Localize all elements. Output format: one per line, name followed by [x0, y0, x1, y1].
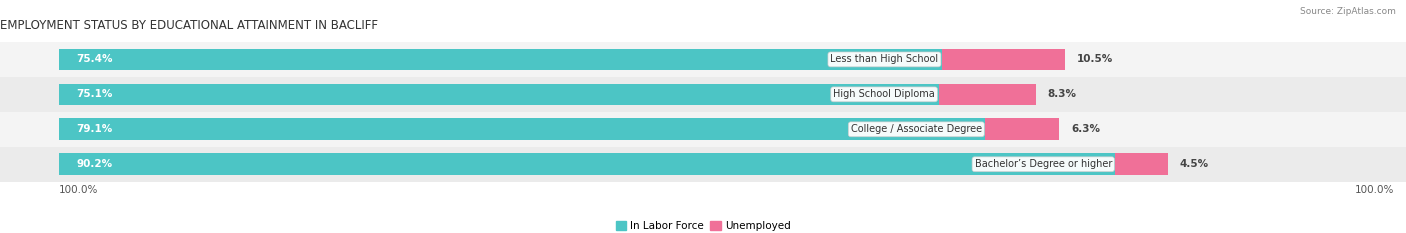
- Bar: [1115, 154, 1168, 175]
- Text: 75.1%: 75.1%: [76, 89, 112, 99]
- Text: 100.0%: 100.0%: [59, 185, 98, 195]
- Text: 6.3%: 6.3%: [1071, 124, 1099, 134]
- Bar: [986, 118, 1059, 140]
- Bar: [0, 77, 1406, 112]
- Bar: [939, 84, 1036, 105]
- Text: 90.2%: 90.2%: [76, 159, 112, 169]
- Legend: In Labor Force, Unemployed: In Labor Force, Unemployed: [612, 217, 794, 233]
- Text: 10.5%: 10.5%: [1077, 55, 1114, 64]
- Bar: [59, 49, 942, 70]
- Text: 75.4%: 75.4%: [76, 55, 112, 64]
- Text: EMPLOYMENT STATUS BY EDUCATIONAL ATTAINMENT IN BACLIFF: EMPLOYMENT STATUS BY EDUCATIONAL ATTAINM…: [0, 19, 378, 32]
- Text: High School Diploma: High School Diploma: [834, 89, 935, 99]
- Text: 79.1%: 79.1%: [76, 124, 112, 134]
- Bar: [59, 118, 986, 140]
- Bar: [59, 154, 1115, 175]
- Text: Less than High School: Less than High School: [831, 55, 939, 64]
- Text: College / Associate Degree: College / Associate Degree: [851, 124, 981, 134]
- Text: 8.3%: 8.3%: [1047, 89, 1077, 99]
- Text: Bachelor’s Degree or higher: Bachelor’s Degree or higher: [974, 159, 1112, 169]
- Bar: [0, 112, 1406, 147]
- Bar: [59, 84, 939, 105]
- Bar: [942, 49, 1066, 70]
- Bar: [0, 42, 1406, 77]
- Text: 4.5%: 4.5%: [1180, 159, 1209, 169]
- Text: Source: ZipAtlas.com: Source: ZipAtlas.com: [1301, 7, 1396, 16]
- Text: 100.0%: 100.0%: [1355, 185, 1395, 195]
- Bar: [0, 147, 1406, 182]
